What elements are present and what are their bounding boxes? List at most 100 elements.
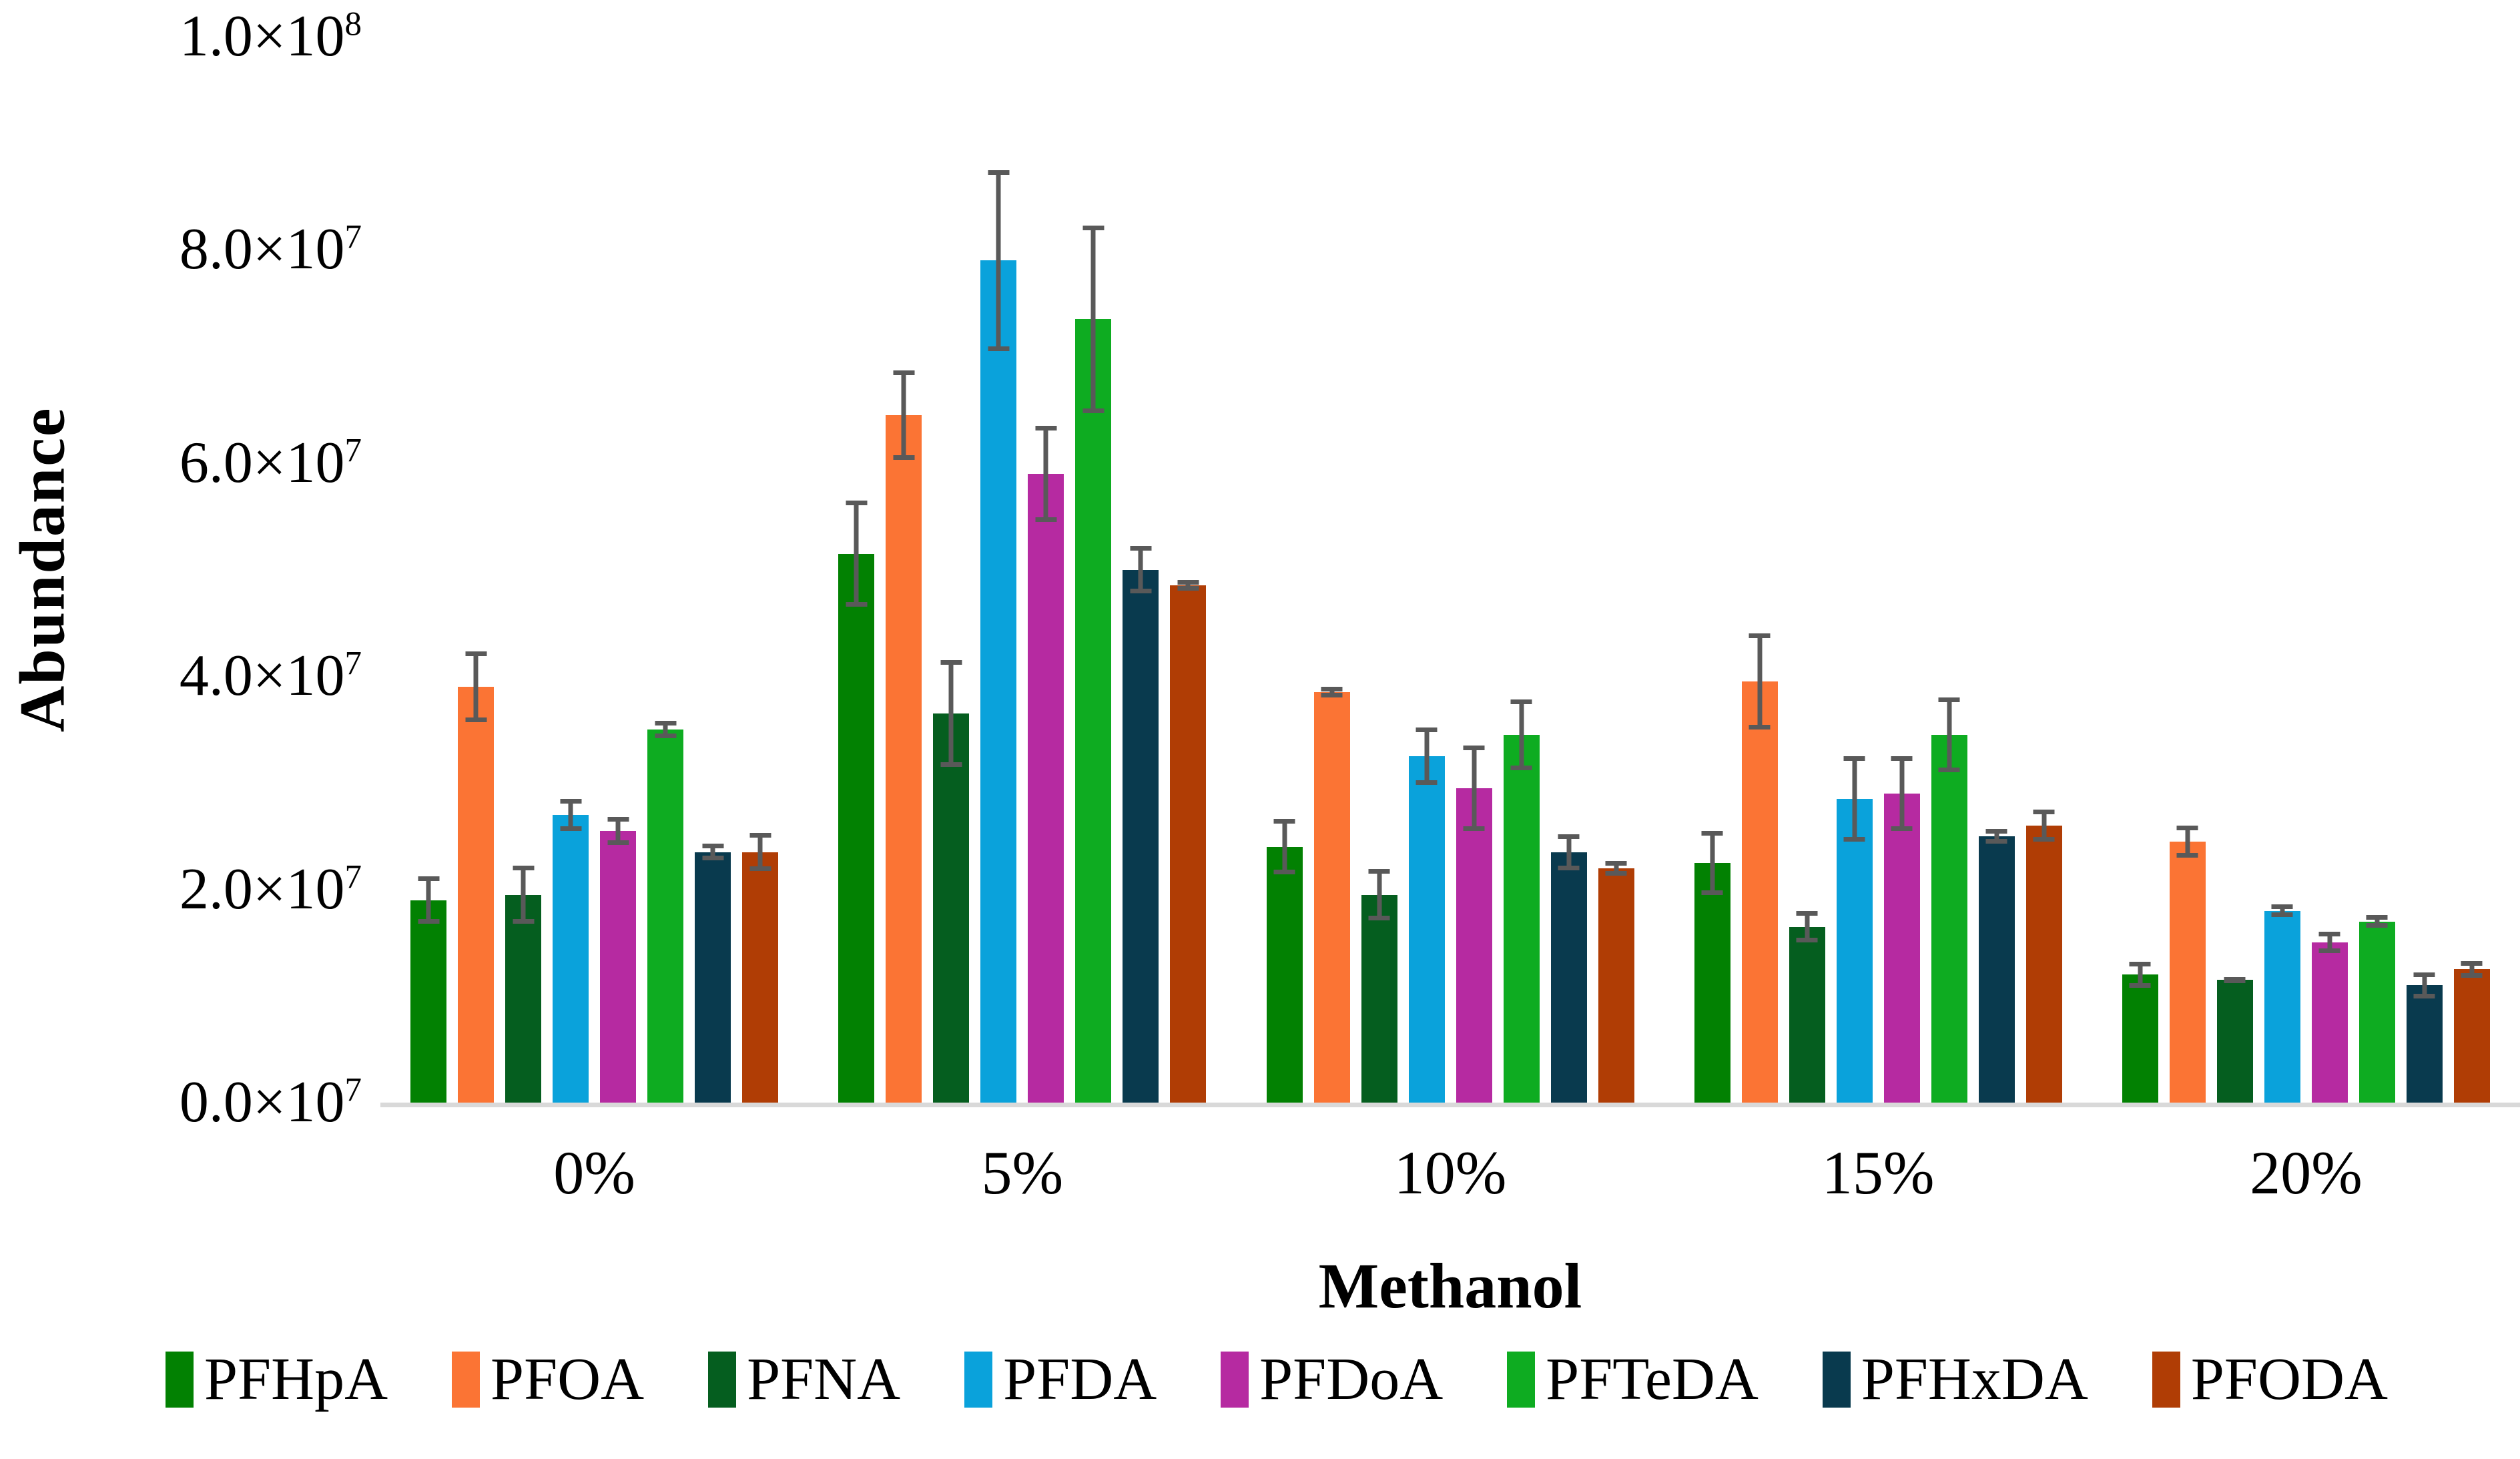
bar-slot	[1313, 37, 1350, 1103]
x-axis-title: Methanol	[1318, 1250, 1582, 1322]
x-tick-label-20%: 20%	[2250, 1139, 2362, 1207]
y-tick-mantissa: 8.0×10	[179, 217, 345, 282]
error-bar-PFDA-20%	[2280, 904, 2285, 918]
error-bar-PFDA-15%	[1852, 756, 1857, 842]
y-tick-mantissa: 1.0×10	[179, 4, 345, 69]
legend-item-PFHpA: PFHpA	[166, 1346, 388, 1413]
error-bar-PFDA-0%	[568, 798, 573, 831]
error-bar-PFNA-5%	[948, 660, 954, 767]
bar-PFTeDA-0%	[647, 730, 684, 1103]
legend-item-PFODA: PFODA	[2152, 1346, 2388, 1413]
legend-swatch-PFODA	[2152, 1352, 2180, 1408]
bar-slot	[886, 37, 922, 1103]
bar-PFHpA-10%	[1266, 846, 1303, 1103]
bar-PFOA-5%	[886, 414, 922, 1103]
bar-PFDoA-10%	[1456, 788, 1492, 1103]
legend-label-PFOA: PFOA	[491, 1346, 645, 1412]
y-tick-mantissa: 0.0×10	[179, 1070, 345, 1135]
error-bar-PFHxDA-15%	[1994, 828, 1999, 844]
legend-swatch-PFNA	[708, 1352, 737, 1408]
bar-PFODA-10%	[1598, 868, 1634, 1103]
legend-swatch-PFTeDA	[1507, 1352, 1536, 1408]
error-bar-PFHxDA-5%	[1138, 546, 1143, 593]
bar-PFHxDA-20%	[2406, 985, 2443, 1103]
legend-label-PFTeDA: PFTeDA	[1546, 1346, 1759, 1412]
error-bar-PFOA-5%	[901, 370, 906, 461]
x-axis-tick-labels: 0% 5% 10% 15% 20%	[380, 1136, 2520, 1209]
y-tick-mantissa: 4.0×10	[179, 643, 345, 709]
bar-slot	[980, 37, 1017, 1103]
bar-slot	[647, 37, 684, 1103]
error-bar-PFHxDA-10%	[1566, 834, 1571, 870]
bar-slot	[2169, 37, 2206, 1103]
bar-PFHpA-5%	[838, 553, 875, 1103]
bar-PFNA-10%	[1361, 894, 1397, 1103]
legend-item-PFDoA: PFDoA	[1221, 1346, 1443, 1413]
bar-slot	[695, 37, 731, 1103]
bar-slot	[1266, 37, 1303, 1103]
bar-slot	[2358, 37, 2395, 1103]
y-tick-label: 0.0×107	[180, 1066, 362, 1139]
legend-label-PFDA: PFDA	[1003, 1346, 1157, 1412]
error-bar-PFDoA-0%	[615, 817, 621, 845]
bar-slot	[838, 37, 875, 1103]
error-bar-PFODA-0%	[757, 832, 763, 872]
bar-PFHpA-15%	[1694, 862, 1730, 1103]
y-tick-mantissa: 2.0×10	[179, 856, 345, 922]
legend-swatch-PFHpA	[166, 1352, 194, 1408]
error-bar-PFODA-5%	[1185, 580, 1191, 591]
bar-PFNA-20%	[2216, 980, 2253, 1103]
bar-slot	[1170, 37, 1207, 1103]
error-bar-PFHxDA-20%	[2422, 972, 2427, 998]
bar-slot	[1361, 37, 1397, 1103]
bar-slot	[1123, 37, 1159, 1103]
bar-PFNA-0%	[505, 894, 542, 1103]
bar-PFOA-20%	[2169, 841, 2206, 1103]
legend-label-PFNA: PFNA	[747, 1346, 901, 1412]
bar-slot	[2216, 37, 2253, 1103]
bar-slot	[1694, 37, 1730, 1103]
bar-slot	[1456, 37, 1492, 1103]
bar-PFDA-0%	[553, 814, 589, 1103]
bar-PFOA-0%	[458, 687, 495, 1103]
error-bar-PFOA-15%	[1757, 633, 1763, 730]
error-bar-PFDoA-5%	[1043, 425, 1048, 522]
bar-PFDoA-0%	[600, 830, 637, 1103]
bar-slot	[1028, 37, 1064, 1103]
error-bar-PFDoA-10%	[1472, 746, 1476, 831]
bar-group-15%	[1664, 37, 2092, 1103]
bar-PFNA-5%	[933, 713, 970, 1103]
bar-slot	[1931, 37, 1967, 1103]
bar-slot	[2264, 37, 2300, 1103]
legend: PFHpA PFOA PFNA PFDA PFDoA PFTeDA PFHxDA PFODA	[166, 1336, 2388, 1423]
bar-slot	[505, 37, 542, 1103]
legend-label-PFDoA: PFDoA	[1259, 1346, 1444, 1412]
error-bar-PFDA-10%	[1424, 727, 1429, 786]
bar-slot	[1789, 37, 1825, 1103]
legend-label-PFHpA: PFHpA	[204, 1346, 388, 1412]
bar-slot	[1598, 37, 1634, 1103]
legend-swatch-PFDA	[964, 1352, 993, 1408]
error-bar-PFTeDA-10%	[1519, 699, 1524, 770]
bar-PFTeDA-20%	[2358, 921, 2395, 1103]
bar-PFTeDA-5%	[1075, 319, 1112, 1103]
error-bar-PFTeDA-5%	[1090, 225, 1096, 413]
bar-PFHxDA-10%	[1550, 852, 1587, 1103]
bars-area	[380, 37, 2520, 1107]
error-bar-PFNA-0%	[521, 866, 526, 924]
error-bar-PFTeDA-20%	[2375, 914, 2380, 928]
y-tick-mantissa: 6.0×10	[179, 430, 345, 495]
bar-group-5%	[808, 37, 1236, 1103]
bar-slot	[553, 37, 589, 1103]
bar-slot	[458, 37, 495, 1103]
bar-PFDA-10%	[1408, 756, 1445, 1103]
bar-PFTeDA-15%	[1931, 735, 1967, 1103]
error-bar-PFHxDA-0%	[710, 843, 715, 861]
error-bar-PFHpA-0%	[426, 876, 431, 924]
x-tick-label-0%: 0%	[553, 1139, 635, 1207]
bar-slot	[2406, 37, 2443, 1103]
bar-PFODA-0%	[742, 852, 779, 1103]
bar-slot	[1836, 37, 1873, 1103]
bar-PFOA-10%	[1313, 692, 1350, 1103]
error-bar-PFODA-20%	[2469, 960, 2475, 978]
